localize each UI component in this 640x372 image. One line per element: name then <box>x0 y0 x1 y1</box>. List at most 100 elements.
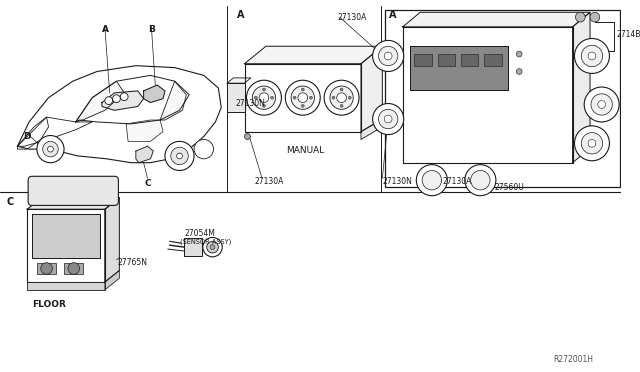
Circle shape <box>470 170 490 190</box>
Circle shape <box>177 153 182 159</box>
Text: C: C <box>7 197 14 207</box>
Bar <box>484 54 502 66</box>
Circle shape <box>68 263 79 274</box>
Circle shape <box>41 263 52 274</box>
Circle shape <box>575 12 585 22</box>
Polygon shape <box>361 119 382 140</box>
Circle shape <box>291 86 314 109</box>
Text: A: A <box>237 10 244 20</box>
Bar <box>385 10 620 187</box>
Polygon shape <box>403 12 590 27</box>
Bar <box>227 83 244 112</box>
Bar <box>410 46 508 90</box>
Circle shape <box>262 88 266 91</box>
Text: FLOOR: FLOOR <box>32 299 66 308</box>
Circle shape <box>262 105 266 107</box>
Circle shape <box>332 96 335 99</box>
Polygon shape <box>244 64 361 132</box>
Polygon shape <box>403 27 573 163</box>
Text: B: B <box>148 25 156 34</box>
Polygon shape <box>573 12 590 163</box>
Circle shape <box>422 170 442 190</box>
FancyBboxPatch shape <box>28 176 118 205</box>
Bar <box>438 54 455 66</box>
Text: 27054M: 27054M <box>184 229 215 238</box>
Circle shape <box>285 80 320 115</box>
Circle shape <box>575 38 609 73</box>
Polygon shape <box>76 81 124 122</box>
Circle shape <box>207 241 218 253</box>
Polygon shape <box>27 209 105 282</box>
Bar <box>32 214 100 258</box>
Bar <box>64 263 83 274</box>
Polygon shape <box>361 46 382 132</box>
Circle shape <box>584 87 619 122</box>
Circle shape <box>575 126 609 161</box>
Polygon shape <box>160 81 186 120</box>
Circle shape <box>516 51 522 57</box>
Circle shape <box>194 140 214 159</box>
Circle shape <box>416 165 447 196</box>
Circle shape <box>516 68 522 74</box>
Polygon shape <box>143 85 165 103</box>
Polygon shape <box>17 66 221 163</box>
Text: 27130N: 27130N <box>236 99 266 108</box>
Circle shape <box>374 48 381 55</box>
Text: A: A <box>389 10 397 20</box>
Circle shape <box>588 52 596 60</box>
Circle shape <box>120 93 128 100</box>
Circle shape <box>47 146 53 152</box>
Circle shape <box>378 46 398 66</box>
Text: 27560U: 27560U <box>495 183 525 192</box>
Circle shape <box>301 105 304 107</box>
Circle shape <box>298 93 308 103</box>
Polygon shape <box>27 198 120 209</box>
Circle shape <box>301 88 304 91</box>
Bar <box>410 46 508 90</box>
Circle shape <box>581 45 603 67</box>
Circle shape <box>105 97 113 105</box>
Circle shape <box>378 109 398 129</box>
Circle shape <box>372 41 404 71</box>
Circle shape <box>43 141 58 157</box>
Polygon shape <box>17 117 49 149</box>
Polygon shape <box>105 270 120 290</box>
Circle shape <box>246 80 282 115</box>
Circle shape <box>210 245 215 250</box>
Polygon shape <box>102 91 143 110</box>
Circle shape <box>259 93 269 103</box>
Circle shape <box>384 52 392 60</box>
Circle shape <box>165 141 194 170</box>
Circle shape <box>330 86 353 109</box>
Circle shape <box>113 95 120 103</box>
Circle shape <box>384 115 392 123</box>
Text: 27130A: 27130A <box>442 177 472 186</box>
Text: D: D <box>23 132 31 141</box>
Text: 27130A: 27130A <box>254 177 284 186</box>
Text: 27765N: 27765N <box>117 258 147 267</box>
Circle shape <box>244 134 250 140</box>
Circle shape <box>271 96 273 99</box>
Bar <box>27 282 105 290</box>
Circle shape <box>340 88 343 91</box>
Polygon shape <box>105 198 120 282</box>
Bar <box>414 54 432 66</box>
Circle shape <box>171 147 188 165</box>
Circle shape <box>254 96 257 99</box>
Circle shape <box>324 80 359 115</box>
Circle shape <box>598 100 605 108</box>
Polygon shape <box>76 76 189 124</box>
Circle shape <box>591 94 612 115</box>
Polygon shape <box>126 120 163 141</box>
Polygon shape <box>136 146 154 163</box>
Circle shape <box>372 103 404 135</box>
Circle shape <box>252 86 276 109</box>
Text: 2714B: 2714B <box>616 30 640 39</box>
Circle shape <box>348 96 351 99</box>
Bar <box>184 238 202 256</box>
Circle shape <box>588 140 596 147</box>
Text: R272001H: R272001H <box>553 355 593 364</box>
Circle shape <box>203 237 222 257</box>
Polygon shape <box>244 46 382 64</box>
Circle shape <box>590 12 600 22</box>
